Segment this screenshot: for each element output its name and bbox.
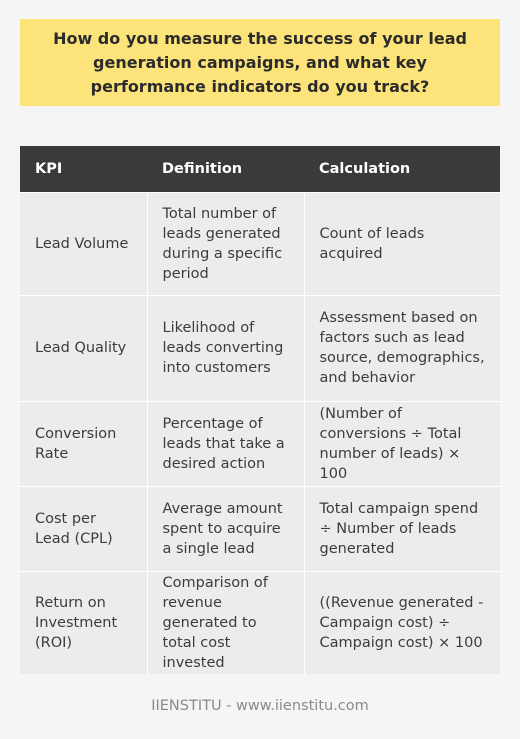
table-row: Lead Volume Total number of leads genera… [20,191,500,295]
definition-cell: Likelihood of leads converting into cust… [147,294,305,401]
table-row: Return on Investment (ROI) Comparison of… [20,570,500,674]
definition-cell: Total number of leads generated during a… [147,191,305,295]
kpi-cell: Conversion Rate [20,400,148,486]
question-text: How do you measure the success of your l… [53,28,467,96]
calculation-cell: (Number of conversions ÷ Total number of… [304,400,500,486]
calculation-cell: Assessment based on factors such as lead… [304,294,500,401]
table-row: Cost per Lead (CPL) Average amount spent… [20,485,500,571]
table-row: Conversion Rate Percentage of leads that… [20,400,500,486]
kpi-table: KPI Definition Calculation Lead Volume T… [20,146,500,674]
definition-cell: Percentage of leads that take a desired … [147,400,305,486]
footer-credit: IIENSTITU - www.iienstitu.com [151,698,369,714]
definition-cell: Comparison of revenue generated to total… [147,570,305,674]
header-kpi: KPI [20,146,147,192]
kpi-cell: Lead Volume [20,191,148,295]
kpi-cell: Cost per Lead (CPL) [20,485,148,571]
header-definition: Definition [147,146,304,192]
calculation-cell: Count of leads acquired [304,191,500,295]
question-banner: How do you measure the success of your l… [20,19,500,106]
kpi-cell: Lead Quality [20,294,148,401]
calculation-cell: Total campaign spend ÷ Number of leads g… [304,485,500,571]
calculation-cell: ((Revenue generated - Campaign cost) ÷ C… [304,570,500,674]
table-row: Lead Quality Likelihood of leads convert… [20,294,500,401]
definition-cell: Average amount spent to acquire a single… [147,485,305,571]
kpi-cell: Return on Investment (ROI) [20,570,148,674]
header-calculation: Calculation [304,146,500,192]
table-header-row: KPI Definition Calculation [20,146,500,192]
